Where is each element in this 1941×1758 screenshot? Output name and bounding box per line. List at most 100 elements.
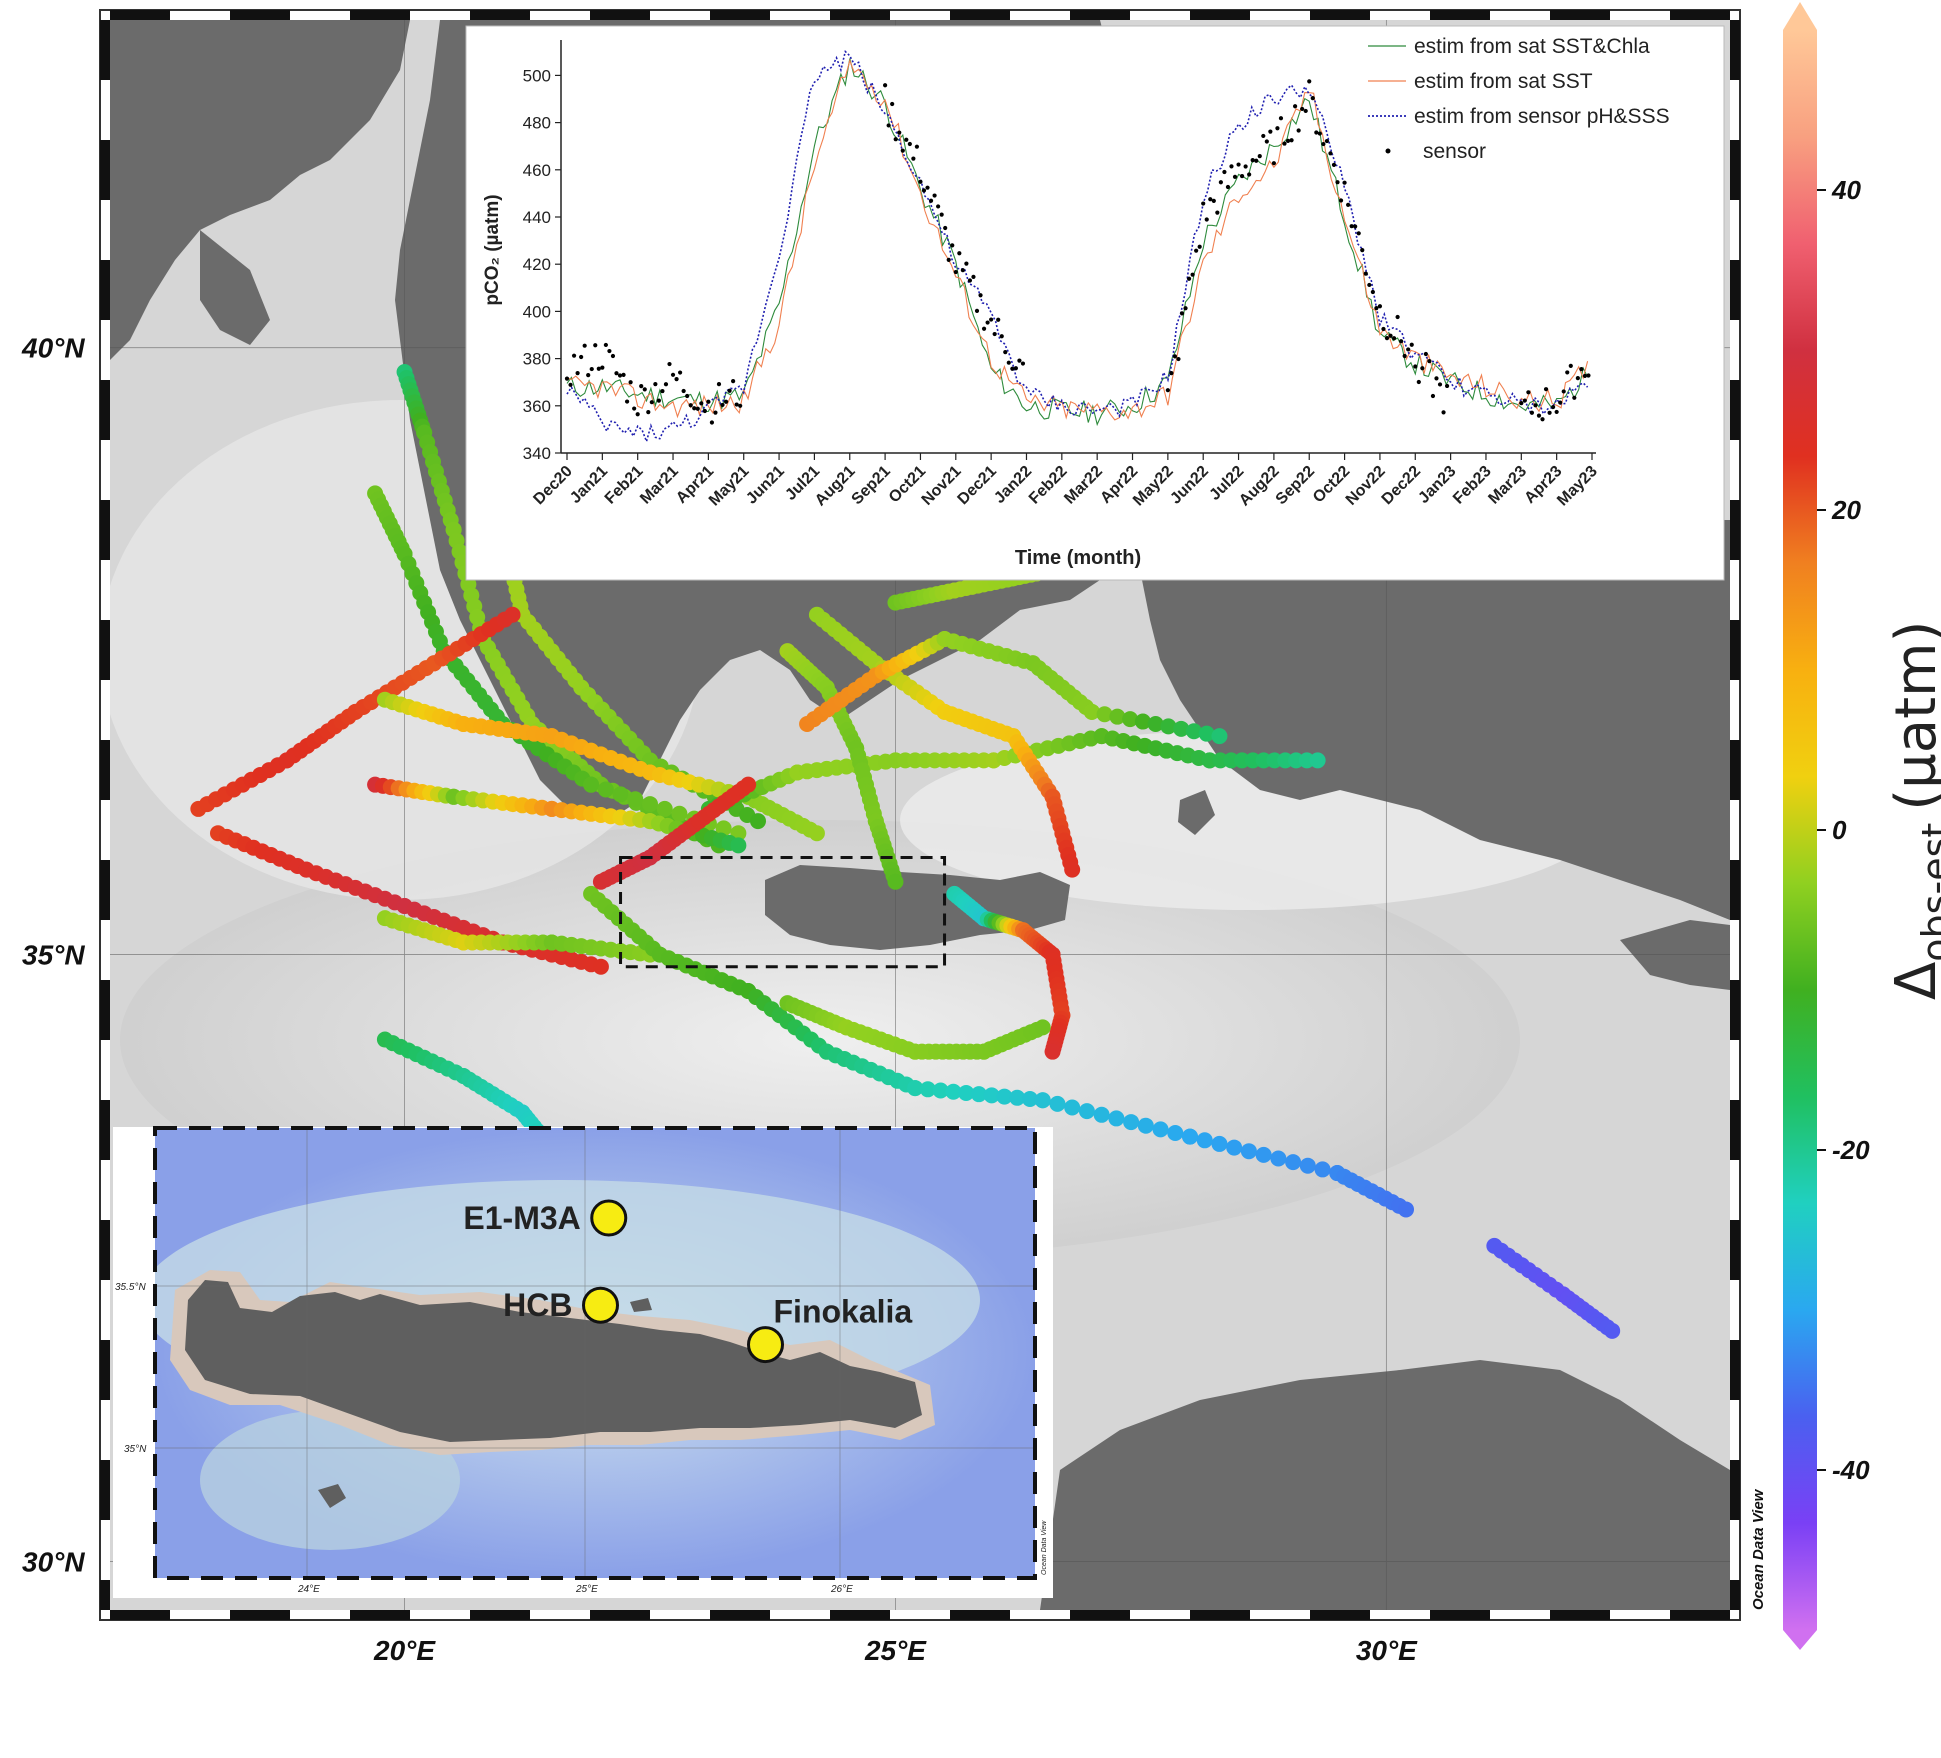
sensor-point xyxy=(1296,128,1301,133)
sensor-point xyxy=(1388,333,1393,338)
site-marker xyxy=(582,1286,619,1324)
sensor-point xyxy=(624,399,630,404)
sensor-point xyxy=(628,380,633,385)
sensor-point xyxy=(614,371,619,376)
sensor-point xyxy=(1437,382,1443,387)
sensor-point xyxy=(1342,180,1347,185)
y-tick-label: 460 xyxy=(523,161,551,180)
colorbar-tick-label: 0 xyxy=(1832,815,1847,845)
inset-island-gavdos xyxy=(318,1484,346,1508)
sensor-point xyxy=(1444,383,1450,389)
sensor-point xyxy=(706,399,711,404)
sensor-point xyxy=(918,179,923,184)
series-layer xyxy=(564,49,1591,444)
sensor-point xyxy=(1186,276,1192,281)
sensor-point xyxy=(1204,217,1209,222)
sensor-point xyxy=(950,243,955,248)
sensor-point xyxy=(1250,158,1255,163)
sensor-point xyxy=(936,204,941,209)
sensor-point xyxy=(1247,172,1252,177)
lon-label: 25°E xyxy=(864,1635,927,1666)
sensor-point xyxy=(928,198,934,203)
sensor-point xyxy=(1183,306,1188,311)
sensor-point xyxy=(1176,356,1181,362)
sensor-point xyxy=(593,343,598,348)
sensor-point xyxy=(1349,224,1354,229)
sensor-point xyxy=(723,399,729,404)
sensor-point xyxy=(1261,133,1266,139)
sensor-point xyxy=(886,123,891,128)
sensor-point xyxy=(596,366,601,371)
sensor-point xyxy=(1391,336,1397,341)
sensor-point xyxy=(1169,371,1174,376)
sensor-point xyxy=(582,343,587,348)
lon-label: 30°E xyxy=(1356,1635,1418,1666)
sensor-point xyxy=(932,193,937,198)
sensor-point xyxy=(1264,139,1269,144)
sensor-point xyxy=(670,372,676,377)
site-label: HCB xyxy=(503,1287,572,1323)
series-line-1 xyxy=(566,58,1589,421)
sensor-point xyxy=(900,148,905,153)
sensor-point xyxy=(1370,289,1375,295)
sensor-point xyxy=(1165,388,1170,393)
sensor-point xyxy=(1293,104,1298,109)
svg-text:Δobs-est(µatm): Δobs-est (µatm) xyxy=(1884,621,1941,1000)
colorbar-top-arrow xyxy=(1783,2,1817,30)
sensor-point xyxy=(727,388,732,393)
sensor-point xyxy=(653,382,658,387)
sensor-point xyxy=(1430,393,1436,399)
sensor-point xyxy=(1190,272,1195,277)
legend-label: estim from sensor pH&SSS xyxy=(1414,105,1670,128)
sensor-point xyxy=(1561,389,1566,394)
sensor-point xyxy=(646,410,651,415)
series-line-2 xyxy=(566,49,1589,444)
sensor-point xyxy=(1579,367,1584,372)
sensor-point xyxy=(1010,366,1015,371)
study-area-box xyxy=(619,855,947,969)
legend-label: sensor xyxy=(1423,140,1486,163)
sensor-point xyxy=(883,83,888,88)
sensor-point xyxy=(1533,403,1538,408)
legend-label: estim from sat SST&Chla xyxy=(1414,35,1650,58)
sensor-point xyxy=(1317,131,1322,136)
sensor-point xyxy=(579,354,584,360)
sensor-point xyxy=(709,420,715,425)
sensor-point xyxy=(568,382,573,387)
sensor-point xyxy=(1551,404,1556,410)
sensor-point xyxy=(1268,129,1273,134)
sensor-point xyxy=(642,387,647,392)
sensor-point xyxy=(1215,210,1220,215)
land-anatolia xyxy=(1130,520,1730,920)
legend-swatch xyxy=(1385,148,1391,154)
sensor-point xyxy=(1519,401,1524,406)
sensor-point xyxy=(1526,390,1531,395)
y-tick-label: 360 xyxy=(523,397,551,416)
y-tick-label: 400 xyxy=(523,302,551,321)
inset-lon-label-26: 26°E xyxy=(830,1584,853,1595)
sensor-point xyxy=(692,406,697,411)
sensor-point xyxy=(890,101,895,107)
sensor-point xyxy=(960,268,965,273)
sensor-point xyxy=(989,317,994,322)
y-tick-label: 340 xyxy=(523,444,551,463)
sensor-point xyxy=(1536,413,1542,418)
sensor-point xyxy=(1360,248,1365,253)
colorbar-tick-label: 40 xyxy=(1831,175,1861,205)
sensor-point xyxy=(1013,366,1018,371)
sensor-point xyxy=(1582,373,1588,379)
sensor-point xyxy=(1395,314,1400,320)
colorbar-tick-label: 20 xyxy=(1831,495,1861,525)
site-label: E1-M3A xyxy=(463,1200,580,1236)
sensor-point xyxy=(1321,141,1326,147)
sensor-point xyxy=(964,261,969,266)
land-cyprus xyxy=(1620,920,1730,990)
sensor-point xyxy=(635,412,640,417)
sensor-point xyxy=(1374,306,1379,311)
sensor-point xyxy=(1572,395,1577,400)
colorbar-bottom-arrow xyxy=(1783,1630,1817,1650)
sensor-point xyxy=(943,225,948,231)
sensor-point xyxy=(649,400,654,405)
sensor-point xyxy=(1222,169,1227,175)
sensor-point xyxy=(663,382,669,387)
